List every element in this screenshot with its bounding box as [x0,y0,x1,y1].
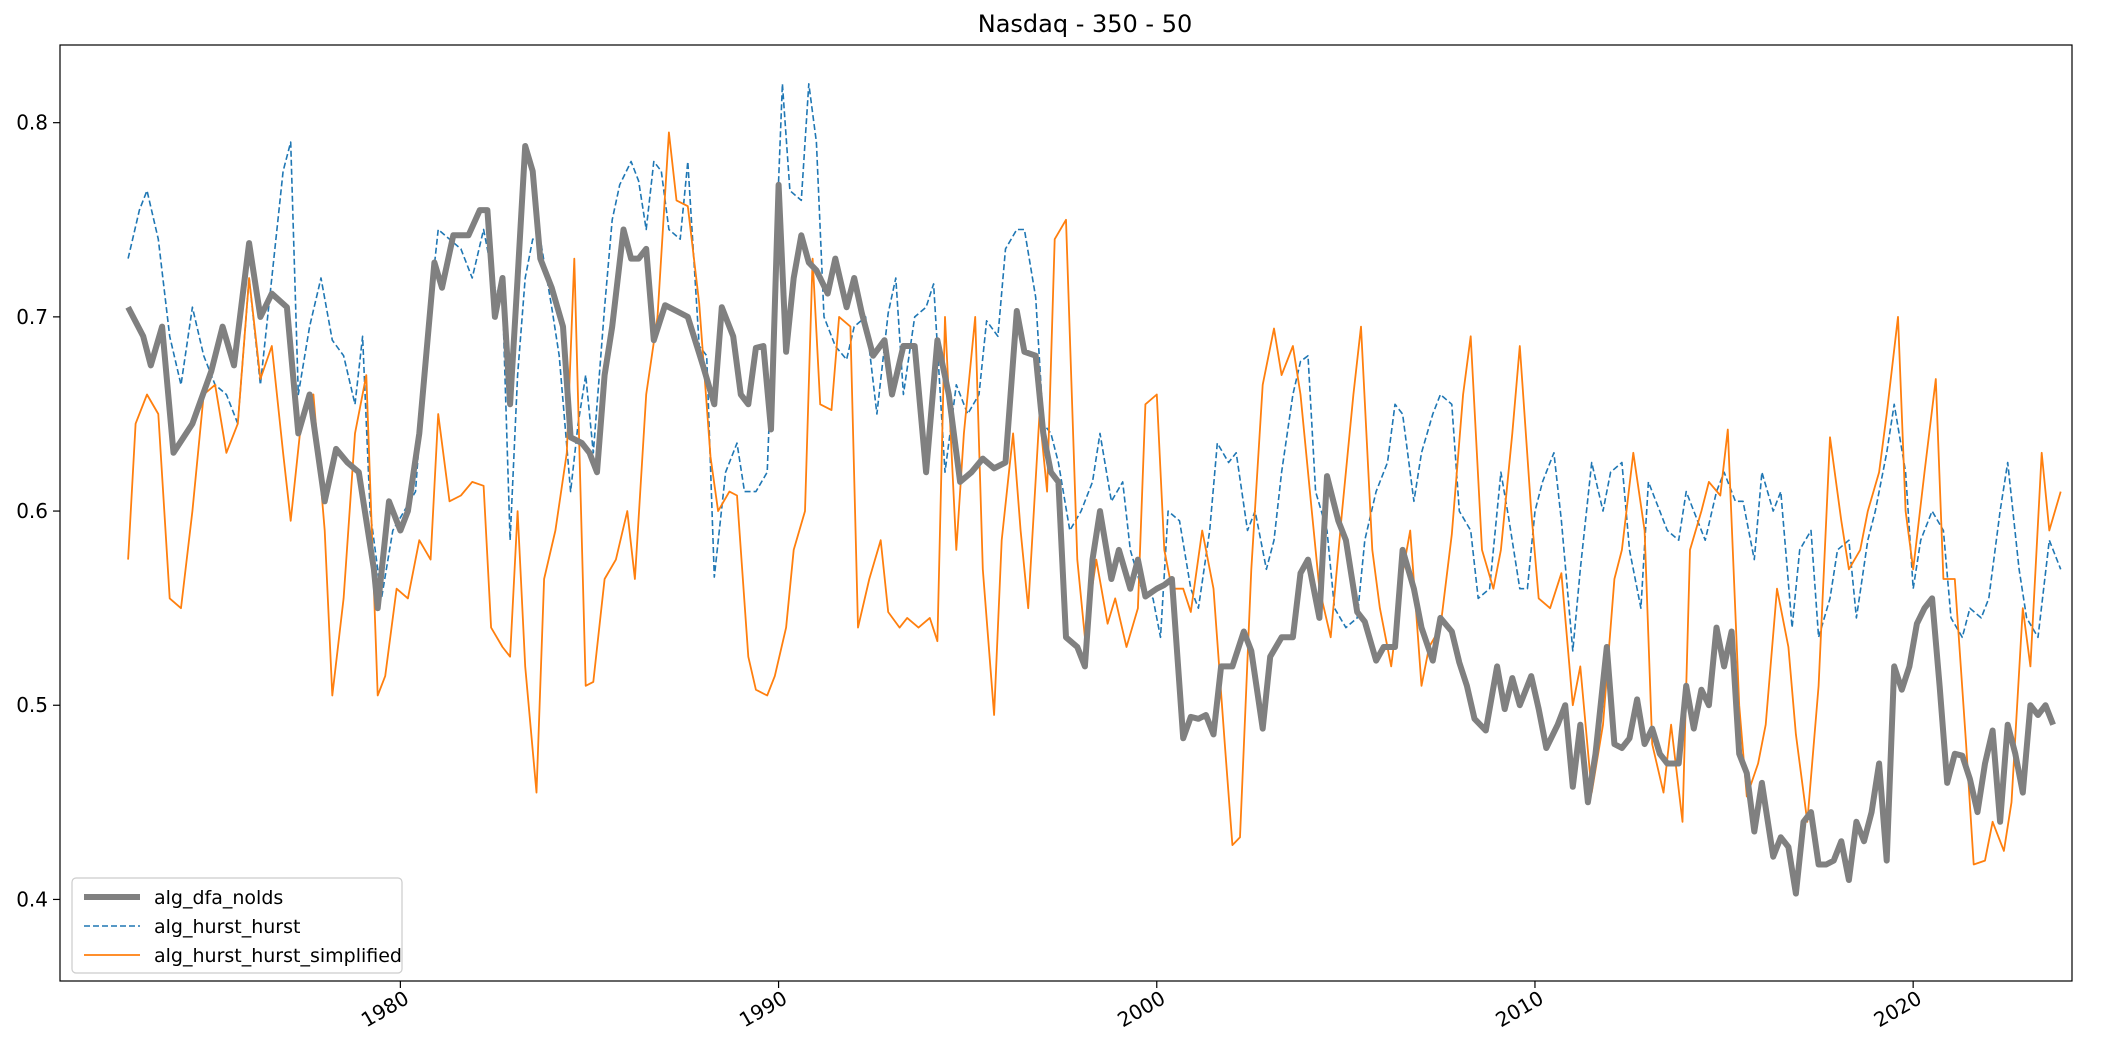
y-tick-label: 0.4 [16,887,48,911]
y-tick-label: 0.6 [16,499,48,523]
legend-label: alg_hurst_hurst [154,916,300,938]
legend-label: alg_hurst_hurst_simplified [154,945,402,967]
y-axis: 0.4 0.5 0.6 0.7 0.8 [16,111,60,911]
y-tick-label: 0.8 [16,111,48,135]
series-line-alg-hurst-hurst-simplified [127,131,2062,866]
chart-title: Nasdaq - 350 - 50 [978,10,1193,38]
y-tick-label: 0.7 [16,305,48,329]
legend-label: alg_dfa_nolds [154,887,283,909]
series-layer [125,83,2062,897]
plot-frame [59,44,2073,982]
legend: alg_dfa_nolds alg_hurst_hurst alg_hurst_hu… [71,877,403,974]
series-line-alg-dfa-nolds [125,143,2056,897]
y-tick-label: 0.5 [16,693,48,717]
legend-box [71,877,403,974]
